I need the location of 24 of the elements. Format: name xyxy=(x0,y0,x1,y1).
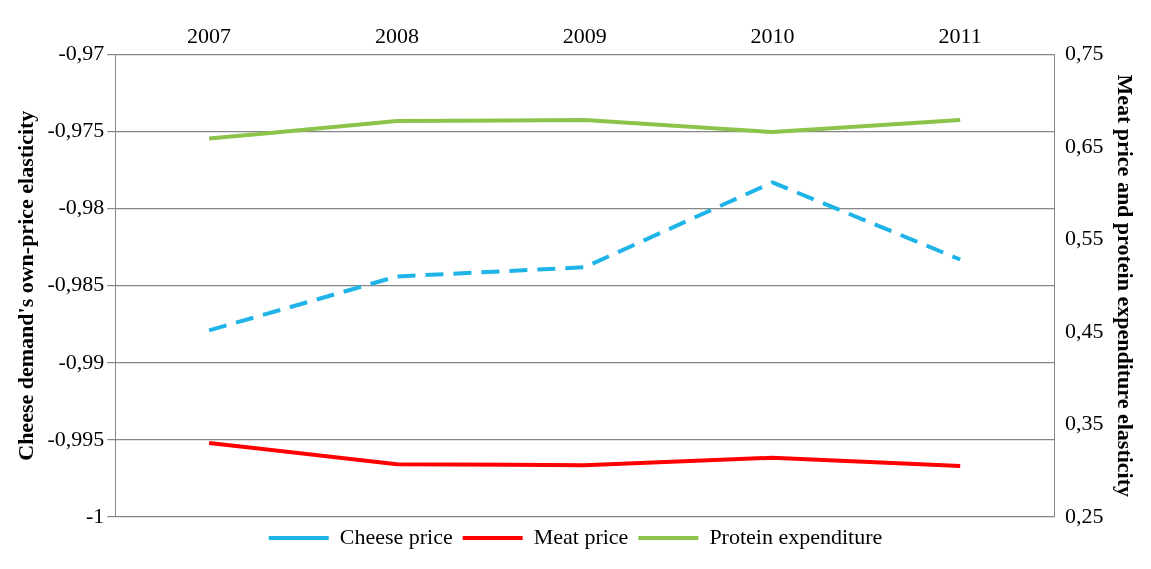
legend-label: Cheese price xyxy=(339,523,453,549)
x-tick-label: 2009 xyxy=(562,22,607,48)
y2-tick-label: 0,55 xyxy=(1065,225,1104,251)
y-axis-title: Cheese demand's own-price elasticity xyxy=(12,110,38,461)
legend-label: Meat price xyxy=(533,523,629,549)
y2-tick-label: 0,65 xyxy=(1065,132,1104,158)
y-tick-label: -1 xyxy=(85,502,105,528)
y-tick-label: -0,985 xyxy=(47,271,105,297)
x-tick-label: 2008 xyxy=(374,22,419,48)
y-tick-label: -0,97 xyxy=(58,40,105,66)
y-tick-label: -0,975 xyxy=(47,117,105,143)
legend-label: Protein expenditure xyxy=(709,523,883,549)
y-tick-label: -0,98 xyxy=(58,194,105,220)
y2-tick-label: 0,35 xyxy=(1065,410,1104,436)
y2-tick-label: 0,75 xyxy=(1065,40,1104,66)
y-tick-label: -0,995 xyxy=(47,425,105,451)
y2-axis-title: Meat price and protein expenditure elasticity xyxy=(1113,74,1139,498)
x-tick-label: 2010 xyxy=(750,22,795,48)
y2-tick-label: 0,25 xyxy=(1065,502,1104,528)
x-tick-label: 2011 xyxy=(938,22,982,48)
y-tick-label: -0,99 xyxy=(58,348,105,374)
x-tick-label: 2007 xyxy=(187,22,232,48)
line-series xyxy=(207,180,963,333)
y2-tick-label: 0,45 xyxy=(1065,317,1104,343)
